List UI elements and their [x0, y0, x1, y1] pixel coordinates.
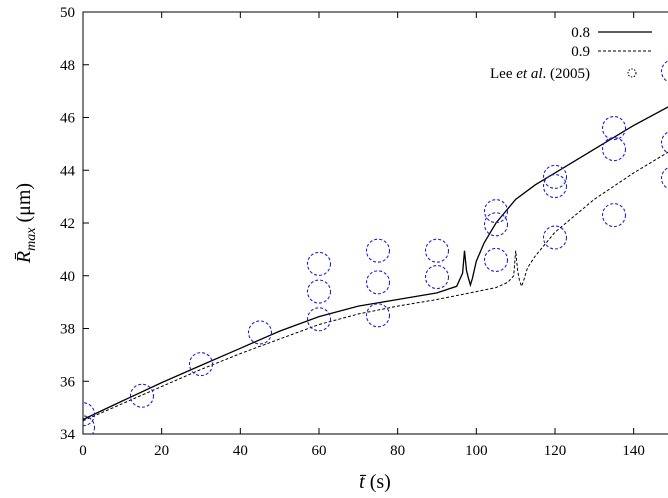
data-point-7 [306, 251, 332, 276]
data-point-22 [660, 167, 668, 190]
y-axis-label: R̄max (μm) [13, 183, 39, 264]
x-axis: 0 20 40 60 80 100 120 140 [79, 12, 645, 459]
data-point-6 [306, 279, 332, 304]
legend: 0.8 0.9 Lee et al. (2005) [490, 25, 652, 82]
data-point-1 [83, 415, 96, 434]
y-axis: 34 36 38 40 42 44 46 48 50 [60, 5, 89, 443]
y-tick-label-42: 42 [60, 216, 75, 232]
x-tick-label-0: 0 [79, 443, 87, 459]
x-tick-label-40: 40 [233, 443, 248, 459]
series-layer [83, 106, 668, 422]
data-point-12 [424, 238, 450, 263]
data-point-18 [542, 164, 568, 189]
data-point-23 [660, 131, 668, 154]
data-point-2 [129, 383, 155, 408]
data-point-10 [365, 238, 391, 263]
data-point-16 [542, 225, 568, 250]
legend-marker-lee [627, 68, 637, 78]
legend-label-lee: Lee et al. (2005) [490, 66, 590, 82]
x-tick-label-60: 60 [312, 443, 327, 459]
data-point-24 [660, 60, 668, 83]
data-point-8 [365, 303, 391, 328]
data-point-17 [542, 174, 568, 199]
y-tick-label-44: 44 [60, 163, 76, 179]
x-tick-label-120: 120 [544, 443, 567, 459]
data-point-13 [483, 247, 509, 272]
data-point-0 [83, 402, 96, 427]
y-tick-label-48: 48 [60, 58, 75, 74]
data-point-20 [601, 137, 627, 162]
y-tick-label-36: 36 [60, 374, 76, 390]
y-tick-label-34: 34 [60, 427, 76, 443]
legend-label-0-8: 0.8 [571, 25, 590, 41]
x-tick-label-100: 100 [465, 443, 488, 459]
x-tick-label-80: 80 [390, 443, 405, 459]
x-tick-label-20: 20 [154, 443, 169, 459]
scatter-layer [83, 60, 668, 434]
x-axis-label: t̄ (s) [359, 471, 391, 493]
y-tick-label-40: 40 [60, 269, 75, 285]
y-tick-label-38: 38 [60, 322, 75, 338]
data-point-3 [188, 352, 214, 377]
data-point-5 [306, 307, 332, 332]
series-line-0-9 [83, 151, 668, 422]
data-point-21 [601, 116, 627, 141]
data-point-19 [601, 203, 627, 228]
x-tick-label-140: 140 [622, 443, 645, 459]
data-point-9 [365, 270, 391, 295]
data-point-15 [483, 199, 509, 224]
legend-label-0-9: 0.9 [571, 44, 590, 60]
data-point-11 [424, 265, 450, 290]
data-point-14 [483, 212, 509, 237]
data-point-4 [247, 320, 273, 345]
y-tick-label-46: 46 [60, 111, 76, 127]
series-line-0-8 [83, 106, 668, 421]
y-tick-label-50: 50 [60, 5, 75, 21]
